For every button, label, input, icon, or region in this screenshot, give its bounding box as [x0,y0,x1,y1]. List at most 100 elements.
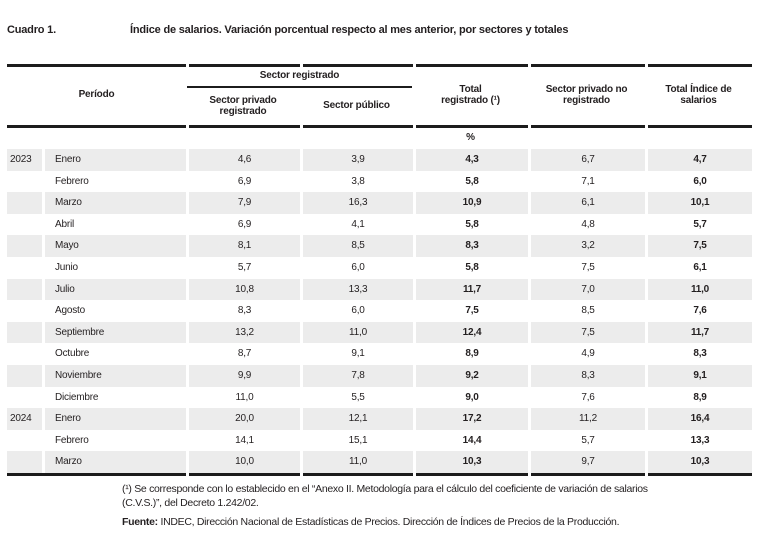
rule-segment [645,125,752,128]
table-row: Febrero 6,9 3,8 5,8 7,1 6,0 [7,170,752,193]
total-registrado-value: 9,2 [413,364,528,387]
table-row: Noviembre 9,9 7,8 9,2 8,3 9,1 [7,364,752,387]
sector-publico-value: 3,8 [300,170,413,193]
rule-segment [300,473,413,476]
year-cell [7,430,42,452]
total-indice-salarios-value: 7,5 [645,235,752,257]
total-indice-salarios-value: 13,3 [645,429,752,452]
year-cell: 2023 [7,149,42,171]
sector-publico-value: 4,1 [300,213,413,236]
footnotes: (¹) Se corresponde con lo establecido en… [122,483,758,530]
month-cell: Junio [42,256,186,279]
sector-publico-value: 6,0 [300,256,413,279]
column-header-sector-privado-no-registrado: Sector privado no registrado [528,66,645,124]
total-indice-salarios-value: 8,9 [645,386,752,409]
column-header-total-indice-salarios: Total Índice de salarios [645,66,752,124]
column-header-label: Período [78,89,115,101]
month-cell: Octubre [42,343,186,365]
total-indice-salarios-value: 6,0 [645,170,752,193]
sector-privado-registrado-value: 14,1 [186,429,300,452]
sector-privado-registrado-value: 8,1 [186,235,300,257]
year-cell [7,300,42,322]
table-row: Junio 5,7 6,0 5,8 7,5 6,1 [7,256,752,279]
sector-privado-no-registrado-value: 6,1 [528,192,645,214]
month-cell: Mayo [42,235,186,257]
total-indice-salarios-value: 16,4 [645,408,752,430]
sector-privado-no-registrado-value: 7,6 [528,386,645,409]
year-cell [7,387,42,409]
table-row: Marzo 7,9 16,3 10,9 6,1 10,1 [7,192,752,214]
total-registrado-value: 4,3 [413,149,528,171]
rule-segment [413,64,528,67]
sector-publico-value: 5,5 [300,386,413,409]
month-cell: Diciembre [42,386,186,409]
sector-privado-no-registrado-value: 4,8 [528,213,645,236]
sector-privado-registrado-value: 11,0 [186,386,300,409]
sector-publico-value: 16,3 [300,192,413,214]
year-cell: 2024 [7,408,42,430]
sector-privado-no-registrado-value: 7,5 [528,256,645,279]
rule-segment [528,125,645,128]
month-cell: Marzo [42,192,186,214]
table-body: 2023 Enero 4,6 3,9 4,3 6,7 4,7 Febrero 6,9 3,8 5,8… [7,149,752,473]
month-cell: Febrero [42,429,186,452]
year-cell [7,214,42,236]
column-header-label: Total [459,83,482,95]
column-group-label: Sector registrado [259,70,340,82]
sector-privado-registrado-value: 8,3 [186,300,300,322]
sector-privado-no-registrado-value: 11,2 [528,408,645,430]
month-cell: Noviembre [42,364,186,387]
total-indice-salarios-value: 11,7 [645,321,752,344]
rule-segment [528,473,645,476]
sector-privado-registrado-value: 5,7 [186,256,300,279]
sector-privado-registrado-value: 10,0 [186,451,300,473]
table-row: 2024 Enero 20,0 12,1 17,2 11,2 16,4 [7,408,752,430]
table-row: Abril 6,9 4,1 5,8 4,8 5,7 [7,213,752,236]
total-indice-salarios-value: 5,7 [645,213,752,236]
total-registrado-value: 10,9 [413,192,528,214]
sector-privado-no-registrado-value: 8,5 [528,300,645,322]
total-indice-salarios-value: 8,3 [645,343,752,365]
sector-publico-value: 11,0 [300,451,413,473]
sector-privado-registrado-value: 4,6 [186,149,300,171]
column-header-sector-privado-registrado: Sector privado registrado [186,88,300,124]
total-registrado-value: 14,4 [413,429,528,452]
year-cell [7,343,42,365]
sector-privado-no-registrado-value: 7,0 [528,278,645,301]
total-registrado-value: 5,8 [413,256,528,279]
column-header-label: Sector privado [209,94,277,106]
rule-segment [300,125,413,128]
table-row: 2023 Enero 4,6 3,9 4,3 6,7 4,7 [7,149,752,171]
total-registrado-value: 5,8 [413,213,528,236]
year-cell [7,192,42,214]
sector-privado-no-registrado-value: 3,2 [528,235,645,257]
sector-privado-registrado-value: 13,2 [186,321,300,344]
month-cell: Septiembre [42,321,186,344]
table-row: Febrero 14,1 15,1 14,4 5,7 13,3 [7,429,752,452]
column-header-label: Sector público [323,100,390,112]
rule-segment [528,64,645,67]
month-cell: Marzo [42,451,186,473]
table-row: Mayo 8,1 8,5 8,3 3,2 7,5 [7,235,752,257]
rule-segment [186,64,300,67]
unit-row: % [413,127,528,148]
sector-publico-value: 8,5 [300,235,413,257]
sector-privado-no-registrado-value: 4,9 [528,343,645,365]
total-indice-salarios-value: 10,3 [645,451,752,473]
table-number: Cuadro 1. [7,24,56,36]
sector-privado-no-registrado-value: 6,7 [528,149,645,171]
sector-publico-value: 12,1 [300,408,413,430]
sector-privado-registrado-value: 20,0 [186,408,300,430]
column-header-label: registrado [563,95,610,106]
total-registrado-value: 7,5 [413,300,528,322]
table-row: Marzo 10,0 11,0 10,3 9,7 10,3 [7,451,752,473]
table-bottom-rule [7,473,752,476]
column-header-label: salarios [680,95,717,106]
rule-segment [186,125,300,128]
rule-segment [413,473,528,476]
total-registrado-value: 8,3 [413,235,528,257]
total-registrado-value: 8,9 [413,343,528,365]
column-header-label: registrado (¹) [441,95,500,106]
table-row: Agosto 8,3 6,0 7,5 8,5 7,6 [7,300,752,322]
column-header-label: registrado [219,106,267,117]
